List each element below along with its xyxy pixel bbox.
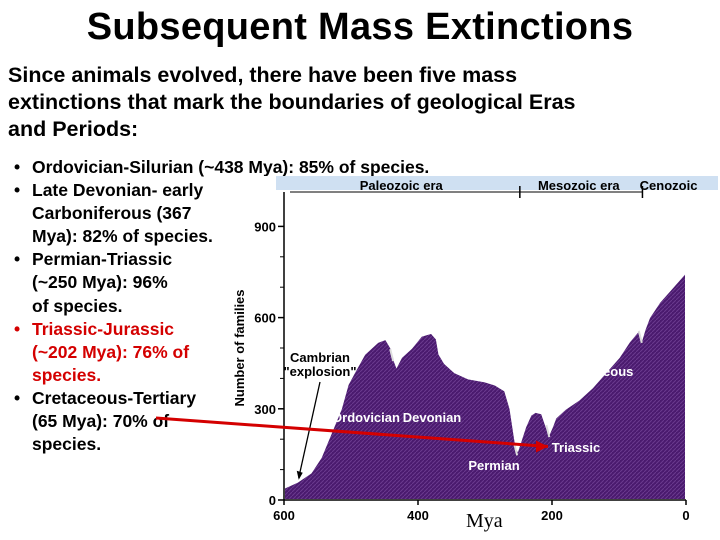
bullet-continuation: (~250 Mya): 96%: [14, 271, 429, 294]
bullet-continuation: species.: [14, 433, 429, 456]
cambrian-arrow-head: [296, 470, 303, 480]
bullet-text: Late Devonian- early: [32, 180, 204, 201]
bullet-item: • Cretaceous-Tertiary: [14, 387, 429, 410]
bullet-text: Triassic-Jurassic: [32, 318, 175, 339]
bullet-continuation: of species.: [14, 295, 429, 318]
bullet-continuation: Carboniferous (367: [14, 202, 429, 225]
triassic-jurassic-arrow-head: [535, 440, 548, 453]
intro-paragraph: Since animals evolved, there have been f…: [8, 62, 714, 143]
bullet-text: (~250 Mya): 96%: [32, 272, 168, 293]
bullet-continuation: (65 Mya): 70% of: [14, 410, 429, 433]
x-tick-label: 200: [541, 508, 563, 523]
slide-title: Subsequent Mass Extinctions: [86, 6, 634, 48]
era-label-paleozoic: Paleozoic era: [360, 178, 444, 193]
intro-line: Since animals evolved, there have been f…: [8, 63, 518, 87]
era-label-mesozoic: Mesozoic era: [538, 178, 620, 193]
bullet-text: Mya): 82% of species.: [32, 226, 213, 247]
y-axis-label: Number of families: [232, 289, 247, 406]
y-tick-label: 0: [269, 493, 276, 508]
chart-annotation: "explosion": [283, 364, 356, 379]
y-tick-label: 600: [254, 311, 276, 326]
chart-annotation: Devonian: [403, 410, 462, 425]
bullet-text: species.: [32, 364, 102, 385]
y-tick-label: 900: [254, 219, 276, 234]
bullet-item: • Permian-Triassic: [14, 248, 429, 271]
triassic-jurassic-arrow-line: [155, 416, 549, 449]
x-tick-label: 400: [407, 508, 429, 523]
intro-line: extinctions that mark the boundaries of …: [8, 90, 576, 114]
bullet-continuation: Mya): 82% of species.: [14, 225, 429, 248]
bullet-text: Carboniferous (367: [32, 203, 192, 224]
bullet-continuation: species.: [14, 364, 429, 387]
bullet-dot: •: [14, 180, 21, 201]
x-tick-label: 0: [682, 508, 689, 523]
bullet-dot: •: [14, 157, 21, 177]
y-tick-label: 300: [254, 402, 276, 417]
extinction-dip: [389, 348, 395, 362]
bullet-item: • Late Devonian- early: [14, 179, 429, 202]
extinction-dip: [545, 424, 551, 438]
bullet-text: Cretaceous-Tertiary: [32, 387, 197, 408]
families-chart: 0 300 600 900 600 400 200 0 Number of families Pa…: [155, 176, 718, 524]
bullet-continuation: (~202 Mya): 76% of: [14, 341, 429, 364]
bullet-text: (65 Mya): 70% of: [32, 411, 170, 432]
families-area: [283, 269, 687, 501]
era-label-cenozoic: Cenozoic: [640, 178, 698, 193]
bullet-text: (~202 Mya): 76% of: [32, 341, 190, 362]
bullet-dot: •: [14, 318, 21, 339]
intro-line: and Periods:: [8, 117, 139, 141]
chart-annotation: Triassic: [552, 440, 600, 455]
chart-annotation: Ordovician: [332, 410, 400, 425]
chart-annotation: Permian: [468, 458, 519, 473]
bullet-item: • Triassic-Jurassic: [14, 318, 429, 341]
bullet-dot: •: [14, 387, 21, 408]
bullet-item: • Ordovician-Silurian (~438 Mya): 85% of …: [14, 156, 429, 179]
era-band: [276, 176, 718, 190]
bullet-dot: •: [14, 249, 21, 270]
chart-annotation: Cambrian: [290, 350, 350, 365]
extinction-bullet-list: • Ordovician-Silurian (~438 Mya): 85% of …: [14, 156, 429, 456]
bullet-text: species.: [32, 434, 102, 455]
bullet-text: Ordovician-Silurian (~438 Mya): 85% of s…: [32, 157, 430, 177]
mya-label: Mya: [466, 510, 503, 532]
x-tick-label: 600: [273, 508, 295, 523]
extinction-dip: [637, 330, 643, 344]
bullet-text: of species.: [32, 295, 123, 316]
bullet-text: Permian-Triassic: [32, 249, 173, 270]
chart-annotation: Cretaceous: [563, 364, 634, 379]
